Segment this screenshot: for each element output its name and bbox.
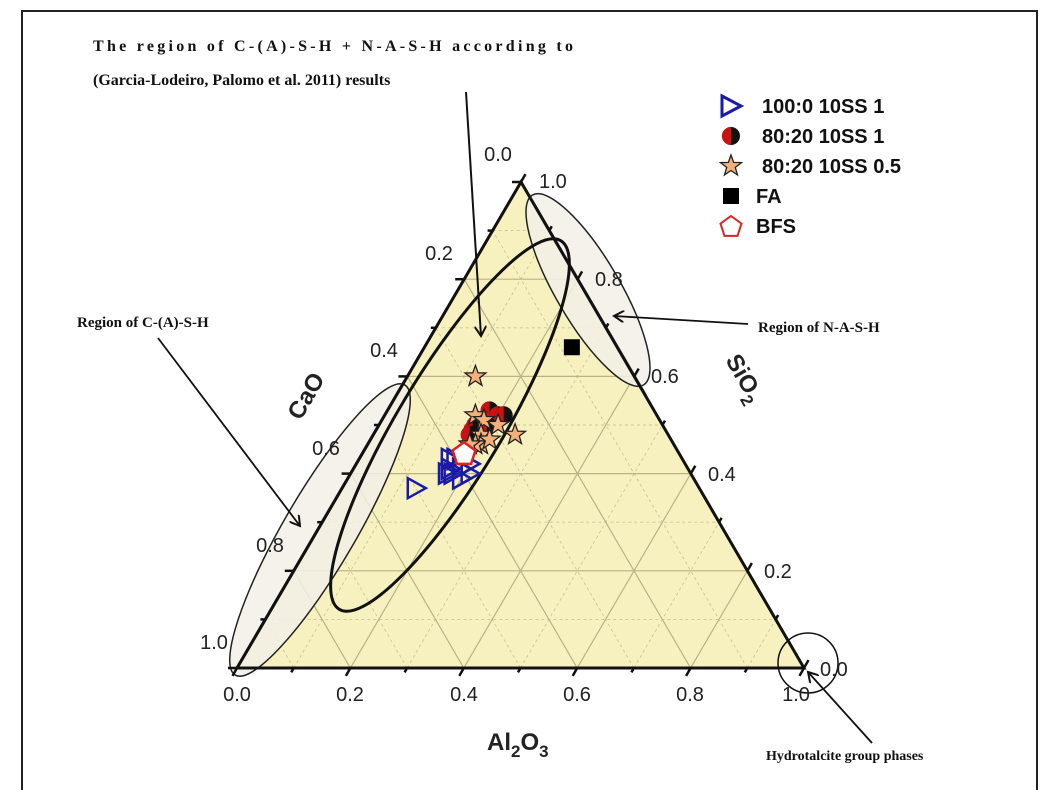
tick-label: 0.6	[651, 366, 679, 388]
legend-item-fa: FA	[723, 186, 782, 208]
data-point	[440, 446, 463, 472]
legend-label: 100:0 10SS 1	[762, 96, 884, 118]
pentagon-icon	[719, 214, 743, 237]
legend-label: BFS	[756, 216, 796, 238]
data-point	[451, 466, 474, 491]
axis-title-cao: CaO	[282, 368, 330, 424]
legend-label: 80:20 10SS 0.5	[762, 156, 901, 178]
tick-label: 0.2	[336, 684, 364, 706]
data-point	[563, 339, 580, 356]
annotation-nash: Region of N-A-S-H	[758, 320, 880, 336]
annotation-hydrotalcite-arrow	[808, 672, 873, 744]
annotation-combined-line1: The region of C-(A)-S-H + N-A-S-H accord…	[93, 38, 573, 55]
legend-item-80-20-1: 80:20 10SS 1	[722, 126, 884, 148]
half-circle-icon	[722, 127, 731, 145]
tick-label: 0.4	[370, 340, 398, 362]
data-point	[485, 412, 511, 436]
legend-item-100-0: 100:0 10SS 1	[720, 93, 884, 119]
tick-label: 0.6	[312, 438, 340, 460]
tick-label: 0.2	[764, 561, 792, 583]
tick-label: 0.0	[484, 144, 512, 166]
axis-title-sio2: SiO2	[715, 350, 768, 410]
right-tick-labels: 1.0 0.8 0.6 0.4 0.2 0.0	[539, 171, 848, 681]
annotation-nash-arrow	[614, 316, 749, 325]
star-icon	[718, 153, 744, 177]
tick-label: 0.8	[595, 269, 623, 291]
tick-label: 0.2	[425, 243, 453, 265]
data-point	[477, 426, 502, 451]
triangle-right-icon	[720, 93, 745, 119]
tick-label: 0.8	[256, 535, 284, 557]
annotation-casch-arrow	[157, 337, 300, 526]
region-combined-ellipse	[329, 237, 571, 613]
data-point	[502, 421, 528, 446]
tick-label: 1.0	[782, 684, 810, 706]
hydrotalcite-circle	[777, 632, 839, 694]
data-point	[406, 476, 429, 501]
legend: 100:0 10SS 1 80:20 10SS 1 80:20 10SS 0.5…	[718, 93, 901, 238]
figure-frame	[21, 10, 1038, 790]
data-point	[471, 407, 497, 431]
annotation-combined-line2: (Garcia-Lodeiro, Palomo et al. 2011) res…	[93, 72, 390, 89]
left-tick-labels: 0.0 0.2 0.4 0.6 0.8 1.0	[200, 144, 512, 654]
legend-label: FA	[756, 186, 782, 208]
annotation-combined-arrow	[465, 91, 481, 336]
tick-label: 0.4	[450, 684, 478, 706]
legend-item-bfs: BFS	[719, 214, 796, 238]
square-icon	[723, 188, 739, 204]
annotation-casch: Region of C-(A)-S-H	[77, 315, 209, 331]
tick-label: 0.6	[563, 684, 591, 706]
legend-label: 80:20 10SS 1	[762, 126, 884, 148]
tick-label: 1.0	[200, 632, 228, 654]
tick-label: 0.0	[820, 659, 848, 681]
data-point	[451, 440, 477, 466]
axis-title-al2o3: Al2O3	[487, 729, 549, 761]
tick-label: 1.0	[539, 171, 567, 193]
data-points	[406, 339, 580, 501]
bottom-tick-labels: 0.0 0.2 0.4 0.6 0.8 1.0	[223, 684, 810, 706]
tick-label: 0.8	[676, 684, 704, 706]
ternary-grid	[265, 230, 777, 668]
tick-label: 0.4	[708, 464, 736, 486]
axis-ticks	[228, 173, 810, 677]
data-point	[463, 363, 488, 387]
legend-item-80-20-05: 80:20 10SS 0.5	[718, 153, 901, 178]
tick-label: 0.0	[223, 684, 251, 706]
ternary-triangle-fill	[237, 182, 804, 668]
annotation-hydrotalcite: Hydrotalcite group phases	[766, 749, 924, 764]
